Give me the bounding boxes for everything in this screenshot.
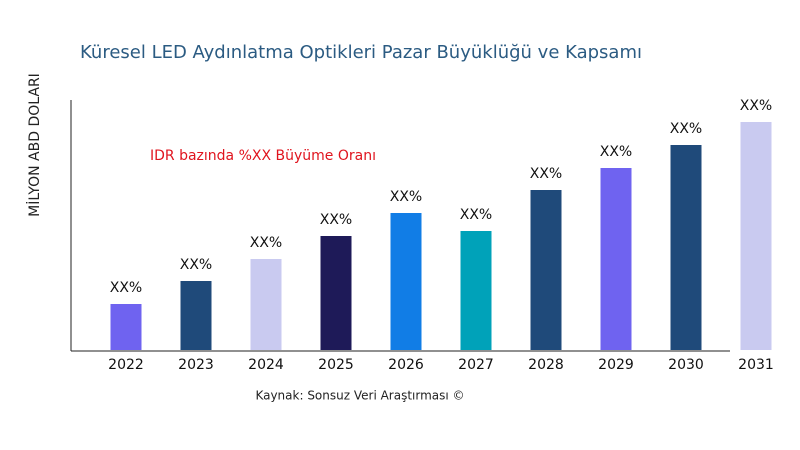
- bar: [320, 236, 352, 350]
- bar: [530, 190, 562, 350]
- bar: [740, 122, 772, 350]
- bar: [250, 259, 282, 350]
- x-tick-label: 2031: [738, 357, 774, 373]
- bar: [460, 231, 492, 350]
- bar: [670, 145, 702, 350]
- x-tick-label: 2024: [248, 357, 284, 373]
- x-tick-label: 2023: [178, 357, 214, 373]
- x-tick-label: 2022: [108, 357, 144, 373]
- value-label: XX%: [740, 98, 772, 114]
- annotation: IDR bazında %XX Büyüme Oranı: [150, 148, 376, 164]
- value-label: XX%: [390, 189, 422, 205]
- value-label: XX%: [460, 207, 492, 223]
- bar: [110, 304, 142, 350]
- x-tick-label: 2030: [668, 357, 704, 373]
- value-label: XX%: [320, 212, 352, 228]
- value-label: XX%: [110, 280, 142, 296]
- value-label: XX%: [600, 144, 632, 160]
- value-label: XX%: [250, 235, 282, 251]
- bar: [180, 281, 212, 350]
- x-tick-label: 2027: [458, 357, 494, 373]
- y-axis-label: MİLYON ABD DOLARI: [25, 73, 43, 217]
- value-label: XX%: [530, 166, 562, 182]
- bar: [600, 168, 632, 350]
- x-tick-label: 2025: [318, 357, 354, 373]
- value-label: XX%: [670, 121, 702, 137]
- x-tick-label: 2029: [598, 357, 634, 373]
- chart-title: Küresel LED Aydınlatma Optikleri Pazar B…: [80, 42, 642, 63]
- value-label: XX%: [180, 257, 212, 273]
- x-tick-label: 2028: [528, 357, 564, 373]
- x-tick-label: 2026: [388, 357, 424, 373]
- source: Kaynak: Sonsuz Veri Araştırması ©: [255, 389, 464, 403]
- bar: [390, 213, 422, 350]
